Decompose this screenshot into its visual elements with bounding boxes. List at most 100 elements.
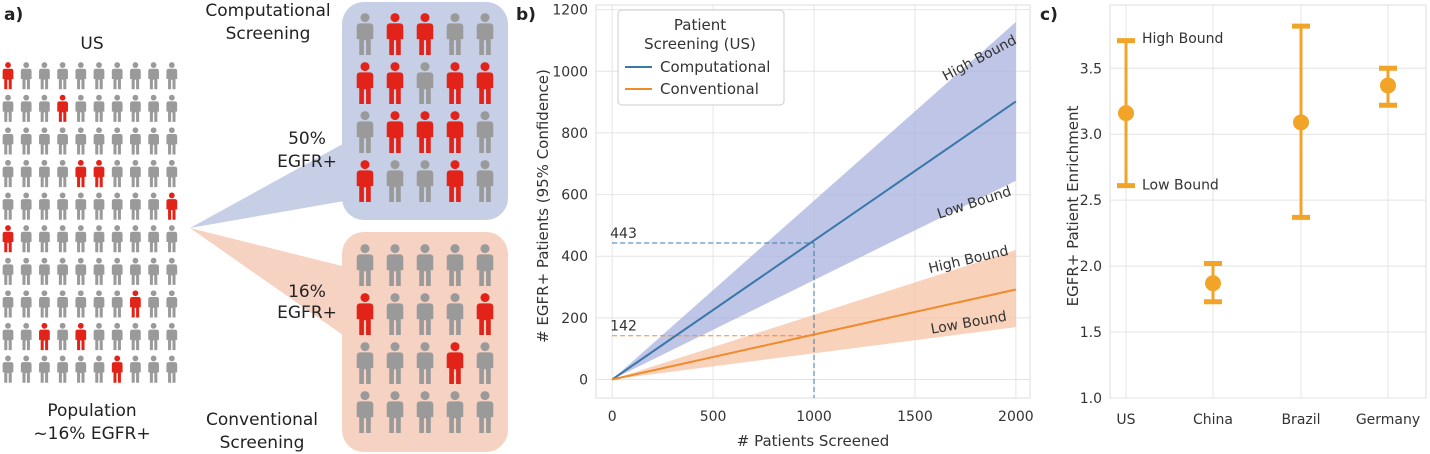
- person-icon: [2, 290, 14, 318]
- person-icon: [39, 94, 50, 122]
- person-icon: [39, 355, 50, 383]
- person-icon: [93, 322, 105, 351]
- person-icon: [75, 257, 87, 285]
- person-icon: [39, 257, 50, 285]
- confidence-band-computational: [612, 21, 1016, 380]
- person-egfr-icon: [166, 192, 178, 220]
- computational-title-line1: Computational: [205, 1, 330, 21]
- person-icon: [130, 192, 141, 220]
- panel-a: a) US Population ~16% EGFR+ Computationa…: [2, 1, 508, 453]
- person-icon: [20, 62, 32, 90]
- person-icon: [130, 159, 141, 188]
- person-egfr-icon: [130, 290, 141, 318]
- person-icon: [2, 192, 14, 220]
- person-icon: [130, 257, 141, 285]
- person-icon: [111, 159, 123, 188]
- person-icon: [57, 159, 68, 188]
- person-icon: [148, 192, 159, 220]
- person-icon: [166, 322, 178, 351]
- population-grid: [2, 62, 178, 383]
- person-icon: [93, 192, 105, 220]
- person-icon: [39, 159, 50, 188]
- y-tick-label: 1000: [552, 64, 588, 80]
- person-icon: [20, 127, 32, 155]
- person-icon: [75, 62, 87, 90]
- x-tick-label: 1000: [796, 409, 832, 425]
- legend-title-line1: Patient: [674, 16, 726, 34]
- y-axis-label-b: # EGFR+ Patients (95% Confidence): [534, 69, 552, 343]
- legend-title-line2: Screening (US): [644, 35, 756, 53]
- person-icon: [148, 127, 159, 155]
- person-icon: [2, 159, 14, 188]
- person-icon: [57, 290, 68, 318]
- legend-label-conventional: Conventional: [660, 80, 759, 98]
- person-egfr-icon: [75, 322, 87, 351]
- person-icon: [111, 257, 123, 285]
- person-icon: [20, 290, 32, 318]
- person-icon: [166, 62, 178, 90]
- annotation-label: High Bound: [1142, 31, 1223, 47]
- y-tick-label: 3.5: [1080, 61, 1102, 77]
- person-icon: [57, 225, 68, 253]
- person-icon: [111, 322, 123, 351]
- person-icon: [57, 257, 68, 285]
- y-tick-label: 0: [579, 373, 588, 389]
- person-icon: [166, 290, 178, 318]
- person-icon: [20, 192, 32, 220]
- person-icon: [148, 94, 159, 122]
- computational-wedge: [190, 140, 350, 228]
- person-icon: [75, 94, 87, 122]
- person-icon: [111, 94, 123, 122]
- person-icon: [20, 159, 32, 188]
- series-lines: [611, 100, 1017, 381]
- person-icon: [148, 159, 159, 188]
- data-point: [1205, 275, 1221, 292]
- person-icon: [93, 257, 105, 285]
- plot-area-c: [1109, 4, 1427, 399]
- ticks-c: US China Brazil Germany 1.0 1.5 2.0 2.5 3.0 3.5: [1080, 61, 1420, 428]
- data-point: [1118, 105, 1134, 122]
- confidence-band-conventional: [612, 250, 1016, 380]
- computational-box: [342, 2, 508, 220]
- conventional-title-line1: Conventional: [206, 410, 318, 430]
- person-icon: [130, 127, 141, 155]
- person-icon: [75, 127, 87, 155]
- person-icon: [111, 192, 123, 220]
- person-icon: [57, 355, 68, 383]
- person-icon: [148, 290, 159, 318]
- y-tick-label: 400: [561, 249, 588, 265]
- person-icon: [2, 322, 14, 351]
- computational-title-line2: Screening: [226, 24, 311, 44]
- population-caption-line1: Population: [47, 401, 136, 421]
- person-icon: [166, 159, 178, 188]
- conventional-box: [342, 232, 508, 452]
- panel-c: c) US China Brazil Germany 1.0 1.5 2.0 2.5 3.0 3.…: [1040, 4, 1427, 428]
- person-icon: [166, 355, 178, 383]
- person-icon: [2, 94, 14, 122]
- reference-lines: [612, 242, 815, 398]
- annotation-value: 443: [610, 226, 637, 242]
- person-icon: [39, 62, 50, 90]
- person-icon: [130, 322, 141, 351]
- x-tick-label: China: [1193, 412, 1233, 428]
- data-point: [1380, 77, 1396, 94]
- person-icon: [166, 127, 178, 155]
- panel-a-label: a): [4, 5, 23, 25]
- person-icon: [75, 192, 87, 220]
- population-title: US: [80, 34, 103, 54]
- person-egfr-icon: [2, 62, 14, 90]
- person-icon: [75, 225, 87, 253]
- legend-b: Patient Screening (US) Computational Con…: [617, 9, 785, 106]
- y-tick-label: 2.0: [1080, 259, 1102, 275]
- person-egfr-icon: [39, 322, 50, 351]
- person-icon: [93, 355, 105, 383]
- person-icon: [20, 94, 32, 122]
- person-egfr-icon: [75, 159, 87, 188]
- series-line-conventional: [611, 288, 1017, 381]
- confidence-bands: [612, 21, 1016, 380]
- person-icon: [20, 225, 32, 253]
- conventional-pct-line1: 16%: [288, 282, 326, 302]
- computational-pct-line2: EGFR+: [277, 152, 337, 172]
- person-icon: [111, 225, 123, 253]
- series-line-computational: [611, 100, 1017, 381]
